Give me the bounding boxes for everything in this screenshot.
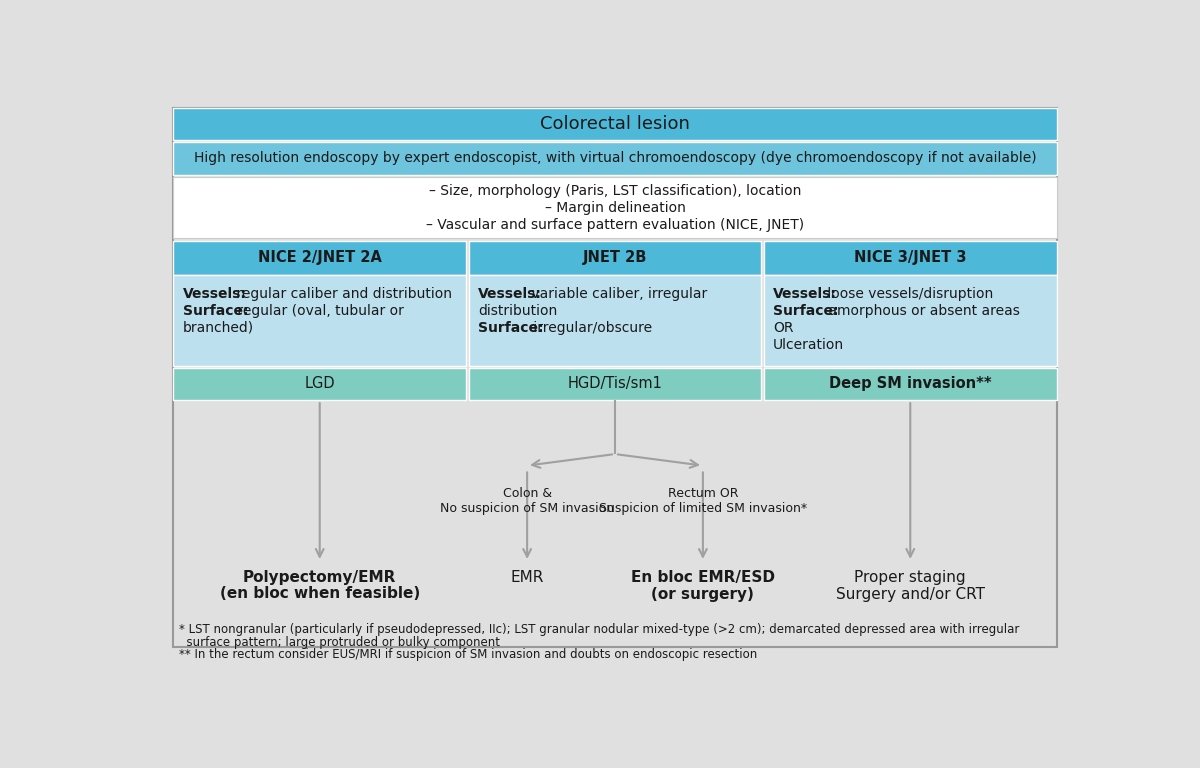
Text: Colon &
No suspicion of SM invasion: Colon & No suspicion of SM invasion [440,487,614,515]
Bar [764,368,1057,400]
Text: JNET 2B: JNET 2B [583,250,647,265]
Bar [468,275,762,366]
Text: * LST nongranular (particularly if pseudodepressed, IIc); LST granular nodular m: * LST nongranular (particularly if pseud… [180,624,1020,637]
Bar [173,275,466,366]
Text: loose vessels/disruption: loose vessels/disruption [823,287,992,301]
Text: – Vascular and surface pattern evaluation (NICE, JNET): – Vascular and surface pattern evaluatio… [426,217,804,232]
Text: Proper staging: Proper staging [854,570,966,584]
Bar [173,177,1057,238]
Bar [173,142,1057,174]
Text: Colorectal lesion: Colorectal lesion [540,114,690,133]
Bar [173,241,466,275]
Text: En bloc EMR/ESD: En bloc EMR/ESD [631,570,775,584]
Text: EMR: EMR [510,570,544,584]
Text: HGD/Tis/sm1: HGD/Tis/sm1 [568,376,662,392]
Text: branched): branched) [182,321,253,335]
Text: variable caliber, irregular: variable caliber, irregular [527,287,708,301]
Text: irregular/obscure: irregular/obscure [528,321,652,335]
Text: amorphous or absent areas: amorphous or absent areas [824,304,1020,318]
Text: Deep SM invasion**: Deep SM invasion** [829,376,991,392]
Text: NICE 3/JNET 3: NICE 3/JNET 3 [854,250,966,265]
Bar [468,241,762,275]
Text: Surface:: Surface: [478,321,544,335]
Text: distribution: distribution [478,304,557,318]
Text: regular caliber and distribution: regular caliber and distribution [232,287,452,301]
Text: NICE 2/JNET 2A: NICE 2/JNET 2A [258,250,382,265]
Bar [468,368,762,400]
Text: High resolution endoscopy by expert endoscopist, with virtual chromoendoscopy (d: High resolution endoscopy by expert endo… [193,151,1037,165]
Text: Rectum OR
Suspicion of limited SM invasion*: Rectum OR Suspicion of limited SM invasi… [599,487,806,515]
Text: OR: OR [773,321,793,335]
Text: Polypectomy/EMR: Polypectomy/EMR [244,570,396,584]
Bar [764,241,1057,275]
Bar [764,275,1057,366]
Text: Surface:: Surface: [773,304,839,318]
Bar [173,368,466,400]
Text: (or surgery): (or surgery) [652,587,755,601]
Text: Surgery and/or CRT: Surgery and/or CRT [835,587,985,601]
Text: Vessels:: Vessels: [478,287,541,301]
Text: (en bloc when feasible): (en bloc when feasible) [220,587,420,601]
Text: Surface:: Surface: [182,304,248,318]
Text: regular (oval, tubular or: regular (oval, tubular or [233,304,404,318]
Text: Vessels:: Vessels: [182,287,246,301]
Text: surface pattern; large protruded or bulky component: surface pattern; large protruded or bulk… [180,636,500,649]
Bar [173,108,1057,140]
Text: – Margin delineation: – Margin delineation [545,200,685,215]
Text: – Size, morphology (Paris, LST classification), location: – Size, morphology (Paris, LST classific… [428,184,802,197]
Text: Ulceration: Ulceration [773,338,845,352]
Text: LGD: LGD [305,376,335,392]
Text: Vessels:: Vessels: [773,287,836,301]
Text: ** In the rectum consider EUS/MRI if suspicion of SM invasion and doubts on endo: ** In the rectum consider EUS/MRI if sus… [180,648,757,661]
